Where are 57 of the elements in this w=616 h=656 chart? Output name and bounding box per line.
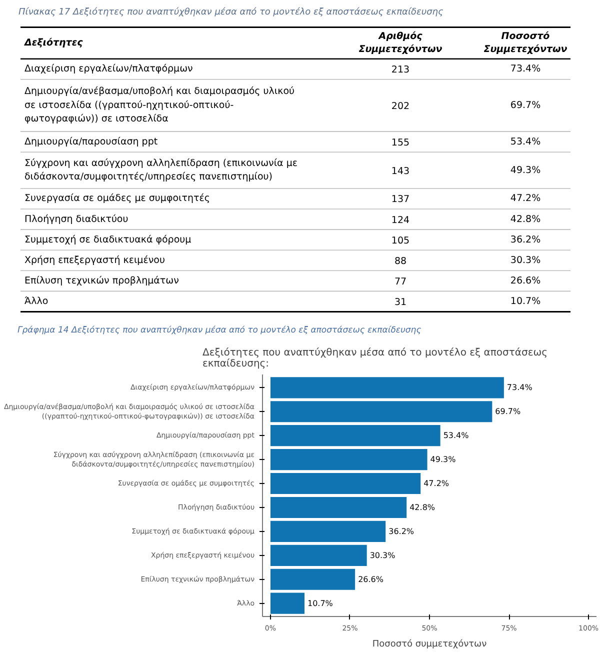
category-label: Δημιουργία/παρουσίαση ppt: [24, 136, 158, 148]
data-label: 124: [391, 214, 410, 226]
data-label: 49.3%: [430, 455, 456, 464]
category-label: Συμμετοχή σε διαδικτυακά φόρουμ: [24, 234, 192, 246]
bar: [270, 568, 356, 590]
data-label: 73.4%: [510, 64, 541, 75]
data-label: 36.2%: [388, 526, 414, 536]
data-label: 105: [391, 235, 410, 246]
bar: [270, 377, 504, 398]
data-label: 49.3%: [510, 164, 541, 176]
x-axis-title: Ποσοστό συμμετεχόντων: [372, 638, 487, 650]
category-label: Άλλο: [24, 296, 48, 307]
data-label: 53.4%: [443, 431, 470, 440]
data-label: 77: [394, 276, 407, 288]
text: Γράφημα 14 Δεξιότητες που αναπτύχθηκαν μέσα από το μοντέλο εξ αποστάσεως εκπαίδευσης: [18, 326, 422, 336]
text: Ποσοστό Συμμετεχόντων: [484, 30, 568, 56]
text: Δεξιότητες: [24, 38, 84, 49]
bar: [270, 544, 367, 566]
chart-title: Δεξιότητες που αναπτύχθηκαν μέσα από το μοντέλο εξ αποστάσεως εκπαίδευσης:: [202, 348, 548, 370]
category-label: Πλοήγηση διαδικτύου: [24, 214, 128, 225]
data-label: 155: [391, 137, 410, 148]
data-label: 47.2%: [424, 479, 450, 488]
data-label: 30.3%: [510, 254, 541, 266]
data-label: 26.6%: [510, 275, 541, 286]
data-label: 26.6%: [358, 574, 384, 584]
data-label: 42.8%: [510, 214, 541, 225]
data-label: 202: [391, 100, 410, 112]
category-label: Επίλυση τεχνικών προβλημάτων: [24, 275, 179, 286]
data-label: 137: [391, 194, 410, 206]
data-label: 42.8%: [410, 502, 436, 512]
data-label: 69.7%: [495, 407, 521, 416]
data-label: 88: [394, 256, 407, 267]
data-label: 69.7%: [510, 100, 541, 111]
category-label: Δημιουργία/ανέβασμα/υποβολή και διαμοιρασμός υλικού σε ιστοσελίδα ((γραπτού-ηχητικού-οπτικού- φωτογραφιών)) σε ιστοσελίδα: [24, 86, 295, 125]
bar: [270, 425, 440, 446]
data-label: 47.2%: [510, 193, 541, 204]
category-label: Συνεργασία σε ομάδες με συμφοιτητές: [24, 193, 210, 204]
data-label: 36.2%: [510, 234, 541, 246]
bar: [270, 496, 407, 518]
data-label: 10.7%: [510, 296, 541, 307]
text: Πίνακας 17 Δεξιότητες που αναπτύχθηκαν μέσα από το μοντέλο εξ αποστάσεως εκπαίδευσης: [18, 6, 444, 18]
data-label: 73.4%: [506, 383, 533, 392]
bar: [270, 401, 492, 422]
text: Αριθμός Συμμετεχόντων: [358, 30, 443, 56]
data-label: 53.4%: [510, 136, 541, 148]
bar: [270, 472, 421, 494]
data-label: 10.7%: [307, 598, 334, 608]
category-label: Διαχείριση εργαλείων/πλατφόρμων: [24, 64, 193, 75]
category-label: Σύγχρονη και ασύγχρονη αλληλεπίδραση (επικοινωνία με διδάσκοντα/συμφοιτητές/υπηρεσίες πανεπιστημίου): [24, 158, 298, 183]
data-label: 143: [391, 166, 410, 177]
bar: [270, 449, 428, 470]
data-label: 213: [391, 64, 410, 76]
category-label: Χρήση επεξεργαστή κειμένου: [24, 254, 165, 266]
data-label: 30.3%: [370, 550, 396, 560]
data-label: 31: [394, 296, 407, 308]
bar: [270, 592, 304, 614]
bar: [270, 520, 386, 542]
